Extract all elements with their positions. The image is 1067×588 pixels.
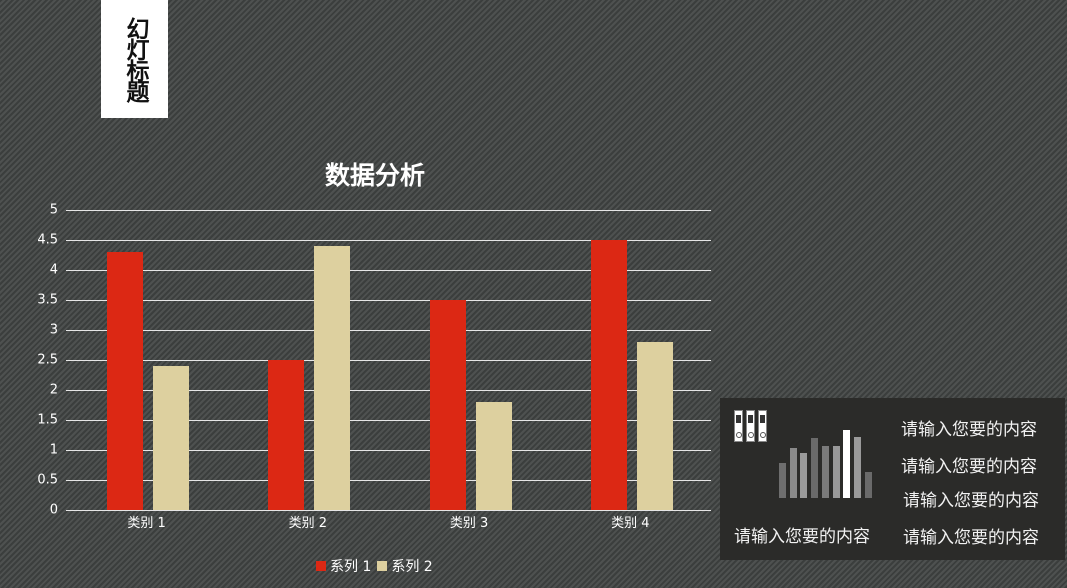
y-tick-label: 4: [49, 262, 58, 278]
legend-label: 系列 1: [330, 559, 372, 575]
mini-bar: [811, 438, 819, 498]
slide-title: 幻灯标题: [122, 17, 148, 101]
gridline: [66, 360, 711, 361]
y-tick-label: 5: [49, 202, 58, 218]
x-tick-label: 类别 3: [449, 516, 489, 531]
legend-item: 系列 2: [377, 556, 433, 576]
chart-title: 数据分析: [324, 161, 425, 190]
legend-swatch: [316, 561, 326, 571]
x-tick-label: 类别 1: [127, 516, 166, 531]
legend-label: 系列 2: [391, 559, 433, 575]
y-tick-label: 4.5: [37, 232, 58, 248]
gridline: [66, 510, 711, 511]
bar-1-3: [429, 300, 466, 510]
bar-1-1: [107, 252, 143, 510]
gridline: [66, 300, 711, 301]
y-tick-label: 2: [49, 382, 58, 398]
panel-text-item: 请输入您要的内容: [903, 491, 1039, 511]
panel-caption: 请输入您要的内容: [734, 527, 870, 547]
gridline: [66, 210, 711, 211]
mini-bar: [832, 446, 840, 498]
bar-2-2: [314, 246, 351, 510]
bar-1-2: [268, 360, 305, 510]
gridline: [66, 450, 711, 451]
gridline: [66, 420, 711, 421]
legend-swatch: [377, 561, 388, 571]
y-tick-label: 3: [49, 322, 58, 338]
mini-bar: [821, 446, 829, 498]
y-tick-label: 1.5: [37, 412, 58, 428]
slide-title-box: 幻灯标题: [101, 0, 168, 118]
panel-text-item: 请输入您要的内容: [901, 420, 1037, 440]
y-tick-label: 2.5: [37, 352, 58, 368]
bar-2-4: [636, 342, 673, 510]
y-tick-label: 3.5: [37, 292, 58, 308]
mini-bar: [779, 463, 786, 498]
mini-bar: [864, 472, 872, 498]
panel-text-item: 请输入您要的内容: [903, 528, 1039, 548]
mini-bar: [789, 448, 797, 498]
panel-text-item: 请输入您要的内容: [901, 457, 1037, 477]
gridline: [66, 390, 711, 391]
mini-bar: [843, 430, 851, 498]
chart-plot-area: [66, 210, 711, 511]
legend-item: 系列 1: [316, 556, 371, 576]
x-tick-label: 类别 4: [611, 516, 650, 531]
gridline: [66, 480, 711, 481]
info-panel: 请输入您要的内容 请输入您要的内容 请输入您要的内容 请输入您要的内容 请输入您…: [720, 398, 1065, 560]
y-tick-label: 1: [49, 442, 58, 458]
x-tick-label: 类别 2: [288, 516, 328, 531]
chart-legend: 系列 1 系列 2: [316, 556, 439, 576]
mini-bar: [853, 437, 861, 498]
bar-2-3: [475, 402, 512, 510]
mini-bar: [800, 453, 808, 498]
y-tick-label: 0: [49, 502, 58, 518]
gridline: [66, 240, 711, 241]
bar-1-4: [590, 240, 627, 510]
y-tick-label: 0.5: [37, 472, 58, 488]
gridline: [66, 330, 711, 331]
bar-2-1: [153, 366, 189, 510]
gridline: [66, 270, 711, 271]
